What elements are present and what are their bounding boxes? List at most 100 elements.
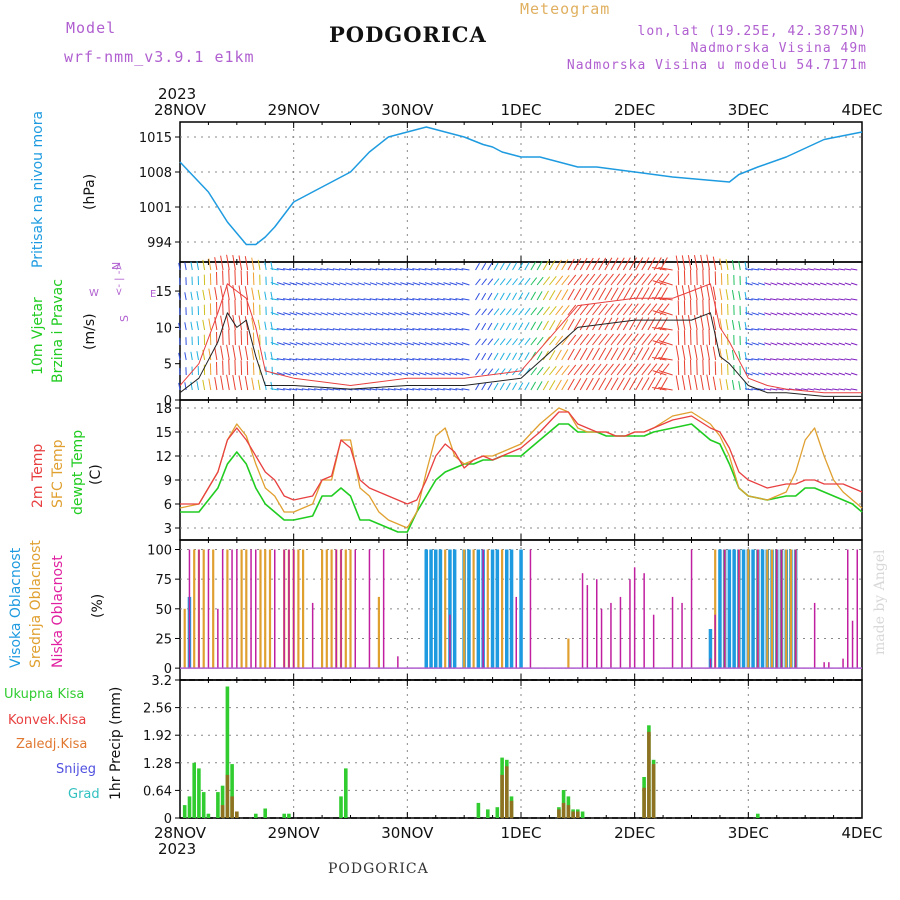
wind-arrow	[418, 328, 427, 331]
wind-arrow	[276, 312, 285, 316]
wind-arrow	[251, 347, 255, 361]
meteogram-label: Meteogram	[520, 0, 611, 18]
wind-arrow	[406, 282, 415, 286]
wind-arrow	[461, 342, 470, 346]
precip-bar	[580, 811, 585, 818]
wind-arrow	[555, 259, 562, 271]
wind-arrow	[481, 308, 487, 316]
wind-arrow	[604, 347, 613, 361]
wind-arrow	[683, 300, 686, 316]
wind-arrow	[493, 322, 499, 331]
wind-arrow	[308, 282, 316, 286]
wind-arrow	[394, 282, 402, 286]
wind-arrow	[675, 285, 680, 301]
wind-arrow	[788, 268, 796, 271]
cloud-bar	[828, 662, 830, 669]
wind-arrow	[276, 268, 285, 271]
wind-arrow	[536, 381, 543, 391]
precip-bar	[220, 805, 225, 818]
wind-arrow	[592, 317, 600, 331]
wind-arrow	[573, 318, 582, 331]
wind-arrow	[412, 372, 421, 376]
wind-arrow	[357, 372, 365, 376]
wind-arrow	[719, 258, 723, 271]
cloud-bar	[245, 549, 248, 669]
wind-arrow	[518, 338, 525, 346]
wind-arrow	[706, 254, 710, 271]
wind-arrow	[412, 268, 421, 271]
wind-arrow	[326, 282, 335, 286]
wind-arrow	[776, 298, 784, 301]
wind-arrow	[604, 257, 613, 271]
wind-arrow	[406, 342, 415, 346]
wind-arrow	[400, 282, 408, 286]
pressure-line	[179, 126, 863, 246]
wind-arrow	[375, 268, 384, 271]
wind-arrow	[652, 280, 667, 286]
wind-arrow	[332, 328, 341, 331]
wind-arrow	[744, 298, 753, 301]
wind-arrow	[635, 377, 644, 391]
wind-arrow	[850, 388, 858, 391]
wind-arrow	[320, 312, 328, 316]
wind-arrow	[412, 342, 421, 346]
wind-arrow	[226, 284, 230, 301]
wind-arrow	[567, 274, 577, 286]
wind-arrow	[276, 282, 285, 286]
wind-arrow	[505, 322, 511, 331]
wind-arrow	[683, 360, 686, 376]
wind-arrow	[475, 382, 480, 391]
wind-arrow	[270, 268, 279, 271]
wind-arrow	[208, 378, 212, 391]
wind-arrow	[406, 372, 415, 376]
wind-arrow	[530, 261, 537, 271]
cloud-bar	[785, 549, 788, 669]
wind-arrow	[437, 328, 445, 331]
wind-arrow	[455, 268, 464, 271]
wind-arrow	[573, 304, 583, 316]
precip-bar	[225, 774, 230, 818]
cloud-bar	[311, 602, 314, 669]
cloud-bar	[847, 549, 849, 669]
wind-arrow	[751, 388, 759, 391]
wind-arrow	[548, 290, 556, 301]
wind-arrow	[622, 377, 631, 391]
precip-bar	[197, 768, 201, 818]
wind-arrow	[512, 278, 518, 286]
wind-arrow	[351, 298, 359, 301]
wind-arrow	[677, 330, 680, 346]
wind-arrow	[838, 312, 846, 316]
wind-arrow	[567, 334, 577, 346]
wind-arrow	[819, 328, 827, 331]
wind-arrow	[487, 352, 493, 361]
wind-arrow	[481, 338, 487, 346]
wind-arrow	[512, 308, 518, 316]
wind-arrow	[770, 342, 778, 346]
wind-arrow	[706, 344, 710, 361]
precip-bar	[282, 813, 286, 818]
cloud-bar	[708, 629, 713, 669]
wind-arrow	[283, 282, 291, 286]
wind-arrow	[202, 319, 206, 331]
wind-arrow	[763, 268, 772, 271]
wind-arrow	[757, 312, 766, 316]
wind-arrow	[530, 291, 537, 301]
precip-bar	[476, 802, 481, 818]
wind-arrow	[622, 287, 631, 301]
wind-arrow	[610, 377, 619, 391]
wind-arrow	[252, 362, 255, 376]
wind-arrow	[801, 358, 809, 361]
wind-arrow	[653, 273, 664, 286]
wind-arrow	[731, 290, 735, 301]
wind-arrow	[813, 358, 821, 361]
cloud-bar	[259, 549, 262, 669]
wind-arrow	[487, 338, 494, 346]
wind-arrow	[751, 268, 759, 271]
wind-arrow	[512, 382, 518, 391]
wind-arrow	[813, 298, 821, 301]
precip-bar	[344, 768, 348, 818]
wind-arrow	[264, 351, 267, 361]
wind-arrow	[487, 278, 494, 286]
wind-arrow	[400, 268, 408, 271]
wind-arrow	[687, 345, 692, 361]
